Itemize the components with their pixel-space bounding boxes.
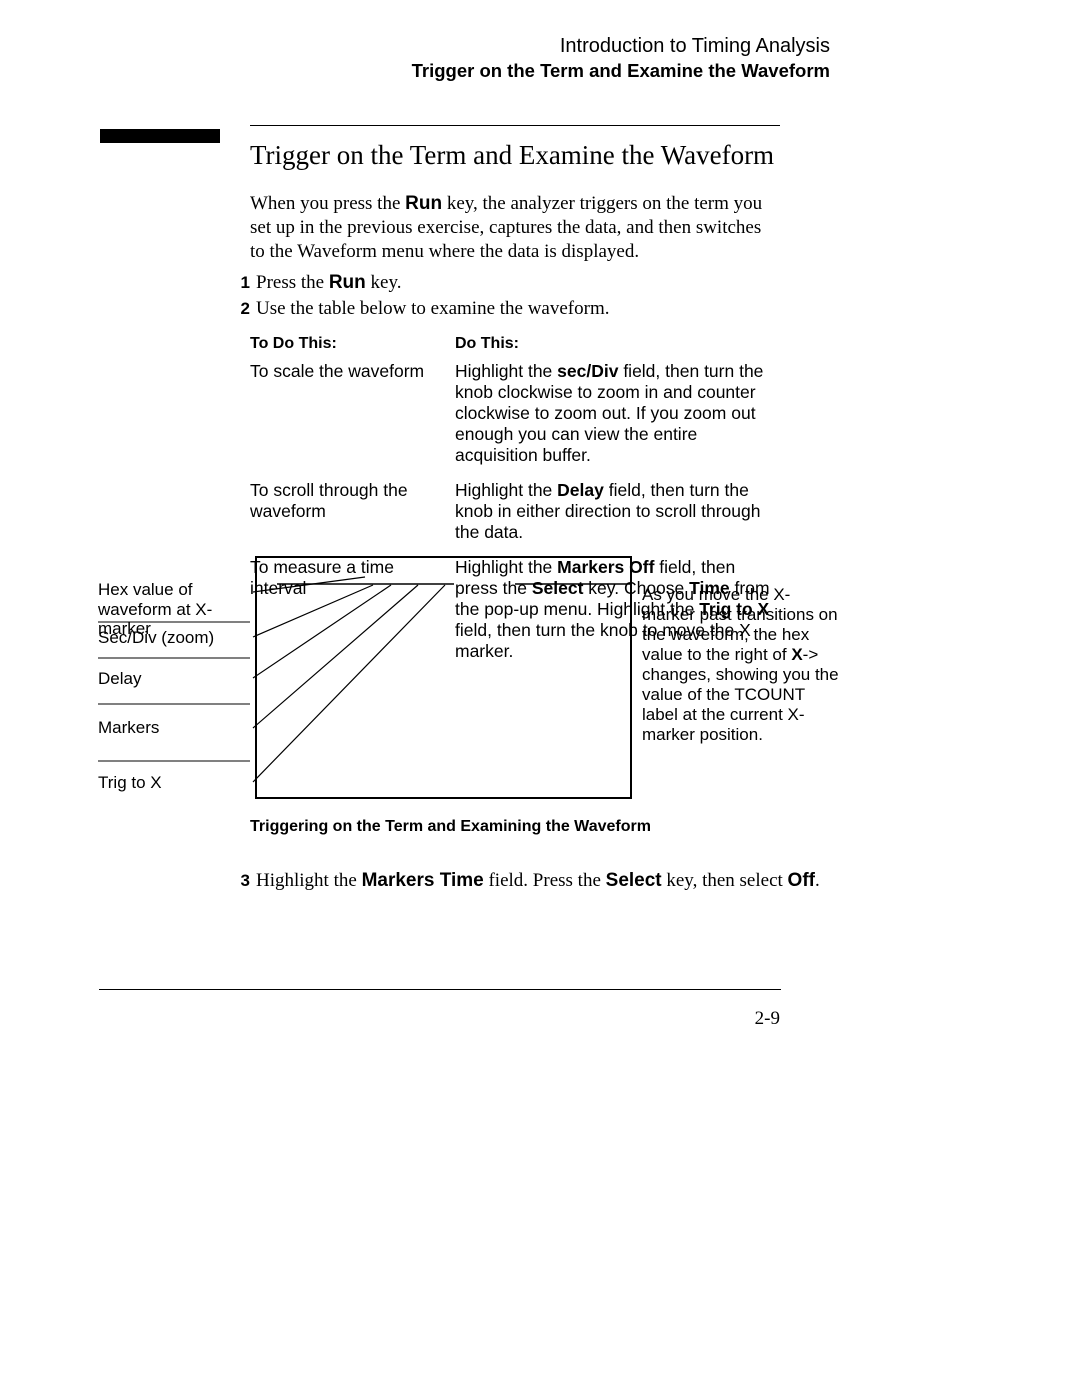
step-text: . (815, 870, 820, 891)
section-title: Trigger on the Term and Examine the Wave… (250, 140, 774, 171)
table-cell: Highlight the Delay field, then turn the… (455, 480, 780, 543)
step-number: 2 (235, 298, 250, 321)
select-key-label: Select (606, 870, 662, 891)
figure-caption: Triggering on the Term and Examining the… (250, 818, 651, 836)
step-text: key. (366, 272, 402, 293)
step-text: Use the table below to examine the wavef… (256, 298, 610, 319)
run-key-label: Run (405, 193, 442, 214)
cell-text: Highlight the (455, 361, 557, 381)
secdiv-field-label: sec/Div (557, 361, 618, 381)
step-text: Press the (256, 272, 329, 293)
header-chapter: Introduction to Timing Analysis (412, 35, 830, 58)
step-2: 2 Use the table below to examine the wave… (235, 296, 610, 322)
table-header: To Do This: (250, 334, 455, 353)
step-text: field. Press the (484, 870, 606, 891)
table-cell: To scale the waveform (250, 361, 455, 466)
table-header-row: To Do This: Do This: (250, 334, 780, 353)
x-label: X (791, 645, 802, 664)
run-key-label: Run (329, 272, 366, 293)
table-cell: Highlight the sec/Div field, then turn t… (455, 361, 780, 466)
header-section: Trigger on the Term and Examine the Wave… (412, 60, 830, 82)
top-rule (250, 125, 780, 126)
table-cell: To scroll through the waveform (250, 480, 455, 543)
label-secdiv: Sec/Div (zoom) (98, 628, 214, 648)
label-trig: Trig to X (98, 773, 162, 793)
off-label: Off (788, 870, 815, 891)
screen-box (255, 556, 632, 799)
running-header: Introduction to Timing Analysis Trigger … (412, 35, 830, 82)
cell-text: Highlight the (455, 480, 557, 500)
intro-text: When you press the (250, 193, 405, 214)
label-delay: Delay (98, 669, 141, 689)
page-number: 2-9 (755, 1008, 780, 1030)
table-row: To scale the waveform Highlight the sec/… (250, 361, 780, 466)
step-3: 3 Highlight the Markers Time field. Press… (235, 870, 820, 892)
step-text: key, then select (662, 870, 788, 891)
step-number: 1 (235, 272, 250, 295)
step-text: Highlight the (256, 870, 362, 891)
side-bar (100, 129, 220, 143)
page: Introduction to Timing Analysis Trigger … (0, 0, 1080, 1397)
markers-time-label: Markers Time (362, 870, 484, 891)
label-markers: Markers (98, 718, 159, 738)
table-row: To scroll through the waveform Highlight… (250, 480, 780, 543)
delay-field-label: Delay (557, 480, 604, 500)
step-1: 1 Press the Run key. (235, 270, 610, 296)
intro-paragraph: When you press the Run key, the analyzer… (250, 192, 780, 263)
step-number: 3 (235, 871, 250, 891)
table-header: Do This: (455, 334, 780, 353)
bottom-rule (99, 989, 781, 990)
steps-list: 1 Press the Run key. 2 Use the table below… (235, 270, 610, 321)
right-note: As you move the X-marker past transition… (642, 585, 842, 745)
